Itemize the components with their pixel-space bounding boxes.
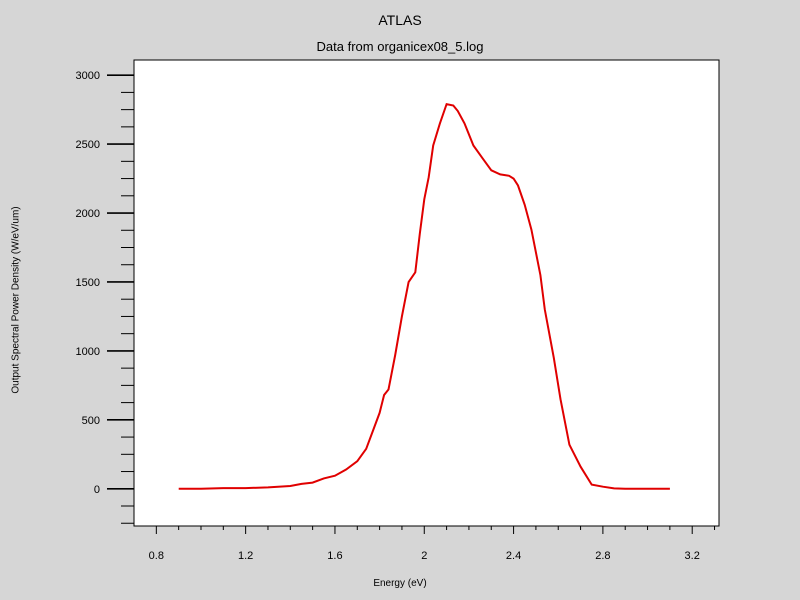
- y-tick-label: 0: [94, 484, 100, 496]
- x-tick-label: 3.2: [685, 550, 700, 562]
- x-tick-label: 0.8: [149, 550, 164, 562]
- x-tick-label: 2: [421, 550, 427, 562]
- chart-title: ATLAS: [378, 12, 422, 28]
- series-line: [178, 102, 670, 490]
- y-tick-label: 1500: [76, 277, 100, 289]
- y-tick-label: 2500: [76, 139, 100, 151]
- x-tick-label: 1.6: [327, 550, 342, 562]
- x-axis-label: Energy (eV): [373, 578, 427, 589]
- x-tick-label: 2.4: [506, 550, 521, 562]
- chart-subtitle: Data from organicex08_5.log: [316, 39, 484, 54]
- plot-frame: [133, 59, 720, 527]
- y-tick-label: 500: [82, 415, 100, 427]
- x-axis-ticks: 0.8 1.2 1.6 2 2.4 2.8 3.2: [149, 526, 716, 562]
- y-tick-label: 2000: [76, 208, 100, 220]
- y-axis-label: Output Spectral Power Density (W/eV/um): [10, 206, 22, 394]
- y-tick-label: 3000: [76, 70, 100, 82]
- x-tick-label: 2.8: [595, 550, 610, 562]
- y-axis-ticks: 0 500 1000 1500 2000 2500 3000: [76, 70, 134, 524]
- y-tick-label: 1000: [76, 346, 100, 358]
- x-tick-label: 1.2: [238, 550, 253, 562]
